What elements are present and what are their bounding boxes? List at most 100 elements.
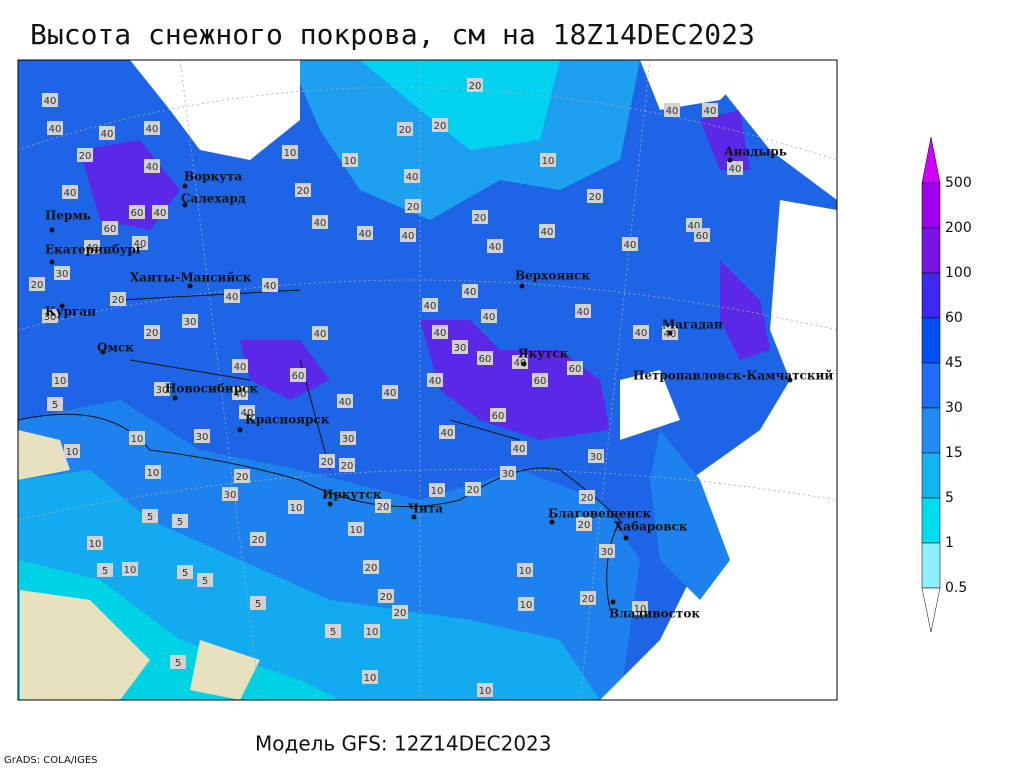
contour-label: 40 — [64, 188, 77, 199]
city-marker — [182, 183, 188, 189]
contour-label-box — [357, 226, 373, 240]
contour-label-box — [633, 325, 649, 339]
contour-label-box — [312, 326, 328, 340]
contour-label: 20 — [578, 520, 591, 531]
contour-label-box — [250, 532, 266, 546]
contour-label-box — [487, 239, 503, 253]
contour-label: 60 — [479, 354, 492, 365]
city-marker — [623, 535, 629, 541]
contour-label-box — [400, 228, 416, 242]
contour-label: 60 — [696, 231, 709, 242]
contour-label-box — [102, 221, 118, 235]
contour-label-box — [170, 655, 186, 669]
contour-label: 5 — [182, 568, 188, 579]
city-label: Омск — [97, 341, 134, 355]
city-label: Владивосток — [609, 607, 700, 621]
contour-label-box — [62, 185, 78, 199]
contour-label-box — [295, 183, 311, 197]
contour-label-box — [144, 325, 160, 339]
contour-label-box — [340, 431, 356, 445]
contour-label: 10 — [344, 156, 357, 167]
contour-label: 40 — [226, 292, 239, 303]
contour-label: 10 — [66, 447, 79, 458]
contour-label: 20 — [321, 457, 334, 468]
contour-label-box — [599, 544, 615, 558]
contour-label-box — [194, 429, 210, 443]
contour-label: 20 — [474, 213, 487, 224]
city-marker — [411, 514, 417, 520]
city-marker — [187, 283, 193, 289]
contour-label-box — [422, 298, 438, 312]
contour-label: 40 — [688, 221, 701, 232]
contour-label-box — [325, 624, 341, 638]
contour-label: 40 — [406, 172, 419, 183]
contour-label: 40 — [264, 281, 277, 292]
contour-label: 5 — [177, 517, 183, 528]
contour-label-box — [129, 205, 145, 219]
city-label: Анадырь — [724, 145, 787, 159]
legend-swatch — [921, 407, 941, 454]
city-label: Чита — [408, 502, 443, 516]
city-marker — [182, 202, 188, 208]
map-frame — [17, 59, 838, 701]
city-label: Новосибирск — [165, 382, 258, 396]
contour-label-box — [465, 482, 481, 496]
contour-label: 30 — [44, 312, 57, 323]
contour-label: 30 — [502, 469, 515, 480]
contour-label-box — [122, 562, 138, 576]
legend-swatch — [921, 587, 941, 633]
contour-label-box — [52, 373, 68, 387]
contour-label: 40 — [464, 287, 477, 298]
contour-label-box — [239, 405, 255, 419]
contour-label-box — [262, 278, 278, 292]
contour-label: 10 — [431, 486, 444, 497]
contour-label: 10 — [364, 673, 377, 684]
contour-label-box — [319, 454, 335, 468]
contour-label: 40 — [134, 239, 147, 250]
city-marker — [49, 227, 55, 233]
contour-label-box — [87, 536, 103, 550]
city-marker — [49, 259, 55, 265]
contour-label: 60 — [104, 224, 117, 235]
city-label: Петропавловск-Камчатский — [633, 369, 833, 383]
contour-label: 20 — [365, 563, 378, 574]
city-marker — [521, 361, 527, 367]
contour-label: 40 — [434, 328, 447, 339]
contour-label: 10 — [290, 503, 303, 514]
contour-label: 40 — [314, 218, 327, 229]
contour-label-box — [452, 340, 468, 354]
contour-label: 40 — [441, 428, 454, 439]
contour-label: 40 — [429, 376, 442, 387]
contour-label: 30 — [56, 269, 69, 280]
contour-label: 40 — [577, 307, 590, 318]
contour-label: 30 — [590, 452, 603, 463]
contour-label: 40 — [241, 408, 254, 419]
legend-swatch — [921, 227, 941, 274]
contour-label: 30 — [342, 434, 355, 445]
contour-label: 20 — [297, 186, 310, 197]
contour-label: 10 — [519, 566, 532, 577]
contour-label-box — [439, 425, 455, 439]
contour-label: 20 — [589, 192, 602, 203]
contour-label-box — [477, 351, 493, 365]
city-marker — [727, 157, 733, 163]
contour-label-box — [363, 560, 379, 574]
contour-label: 5 — [102, 566, 108, 577]
legend-swatch — [921, 182, 941, 229]
contour-label: 40 — [489, 242, 502, 253]
contour-label-box — [348, 522, 364, 536]
contour-label-box — [382, 385, 398, 399]
city-label: Салехард — [181, 192, 246, 206]
contour-label-box — [172, 514, 188, 528]
contour-label: 20 — [407, 202, 420, 213]
city-marker — [610, 599, 616, 605]
contour-label-box — [250, 596, 266, 610]
city-label: Курган — [45, 305, 96, 319]
legend-swatch — [921, 497, 941, 544]
contour-label: 40 — [729, 164, 742, 175]
contour-label-box — [490, 408, 506, 422]
contour-label-box — [177, 565, 193, 579]
contour-label: 40 — [339, 397, 352, 408]
contour-label: 40 — [402, 231, 415, 242]
